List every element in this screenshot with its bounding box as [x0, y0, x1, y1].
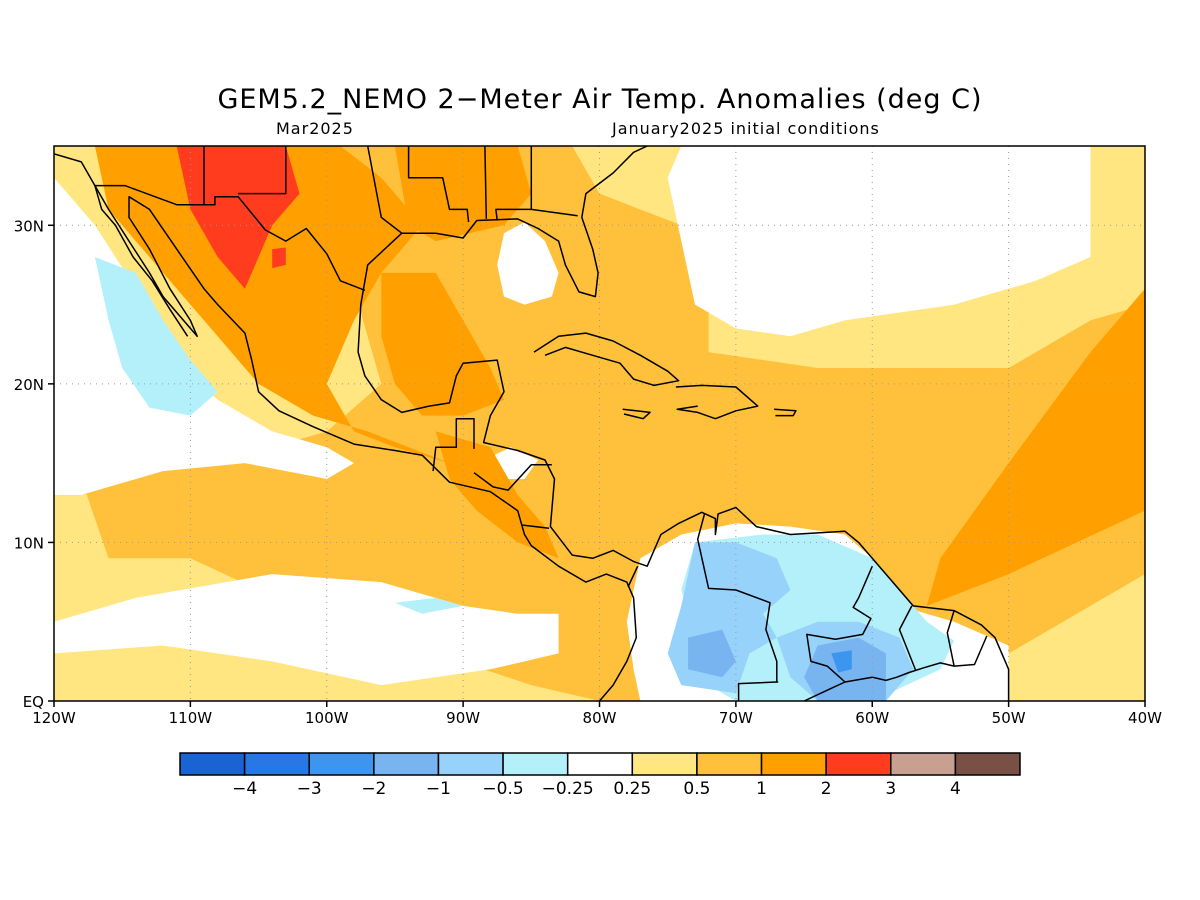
y-tick-label: 20N — [14, 376, 44, 394]
longitude-axis: 120W 110W 100W 90W 80W 70W 60W 50W 40W — [32, 701, 1162, 727]
grid-lines — [54, 146, 1145, 701]
region-mid-blue-colombia — [688, 629, 736, 678]
colorbar-swatch — [566, 752, 634, 776]
region-light-blue-pacific-spot — [394, 597, 464, 614]
anomaly-shading — [54, 146, 1145, 701]
colorbar-label: −0.25 — [542, 779, 594, 799]
colorbar-swatch — [373, 752, 440, 776]
region-light-blue-baja — [94, 257, 218, 416]
line-us-mexico-border — [94, 184, 366, 291]
line-hispaniola — [675, 384, 759, 420]
line-guatemala-border — [432, 417, 475, 472]
forecast-month: Mar2025 — [276, 119, 354, 138]
colorbar-label: 2 — [821, 779, 832, 799]
region-white-florida-gulf — [497, 222, 559, 305]
colorbar-swatch — [954, 752, 1021, 776]
colorbar-swatch — [760, 752, 827, 776]
colorbar: −4 −3 −2 −1 −0.5 −0.25 0.25 0.5 1 2 3 4 — [179, 752, 1021, 799]
initial-conditions-label: January2025 initial conditions — [612, 119, 880, 138]
colorbar-label: 0.5 — [683, 779, 710, 799]
latitude-axis: EQ 10N 20N 30N — [14, 217, 54, 711]
line-us-state-lines-3 — [407, 146, 470, 223]
colorbar-label: −3 — [297, 779, 322, 799]
line-suriname-guiana — [946, 610, 955, 667]
colorbar-label: 3 — [885, 779, 896, 799]
region-red-mexico-north — [176, 146, 300, 289]
line-jamaica — [622, 408, 651, 420]
colorbar-swatch — [696, 752, 763, 776]
colorbar-label: −2 — [361, 779, 386, 799]
line-guyana-brazil — [872, 635, 988, 682]
colorbar-swatch — [437, 752, 504, 776]
line-panama-colombia — [627, 565, 639, 588]
line-venezuela-guyana — [806, 565, 873, 683]
colorbar-swatch — [890, 752, 957, 776]
x-tick-label: 50W — [992, 709, 1026, 727]
colorbar-swatch — [825, 752, 892, 776]
x-tick-label: 40W — [1128, 709, 1162, 727]
line-guyana-suriname — [898, 605, 917, 672]
colorbar-label: −0.5 — [482, 779, 523, 799]
line-baja-tip — [94, 185, 189, 337]
y-tick-label: 30N — [14, 217, 44, 235]
map-title: GEM5.2_NEMO 2−Meter Air Temp. Anomalies … — [217, 84, 983, 115]
region-orange-light-gulf-caribbean — [81, 146, 1145, 701]
line-north-america-pacific — [54, 153, 638, 701]
colorbar-swatch — [631, 752, 698, 776]
colorbar-label: 0.25 — [613, 779, 651, 799]
colorbar-label: −4 — [232, 779, 257, 799]
region-dark-blue-brazil — [831, 650, 852, 673]
line-colombia-venezuela — [696, 513, 779, 683]
x-tick-label: 60W — [855, 709, 889, 727]
colorbar-label: −1 — [426, 779, 451, 799]
colorbar-swatch — [502, 752, 569, 776]
colorbar-swatch — [243, 752, 310, 776]
region-white-atlantic-north — [667, 146, 1091, 337]
region-red-spot — [272, 247, 286, 269]
line-cuba — [533, 332, 680, 387]
x-tick-label: 120W — [32, 709, 76, 727]
region-white-east-pacific — [54, 177, 354, 495]
line-colombia-brazil — [737, 681, 777, 701]
line-us-state-lines-2 — [238, 146, 287, 195]
x-tick-label: 110W — [169, 709, 213, 727]
colorbar-swatch — [308, 752, 375, 776]
region-orange-central-america — [435, 431, 559, 559]
y-tick-label: 10N — [14, 534, 44, 552]
y-tick-label: EQ — [23, 693, 44, 711]
line-brazil-interior — [803, 676, 873, 701]
line-us-state-lines-6 — [531, 208, 578, 217]
line-nicaragua-costa-rica — [521, 524, 550, 529]
line-puerto-rico — [774, 408, 797, 417]
x-tick-label: 100W — [305, 709, 349, 727]
line-gulf-caribbean-coast — [357, 146, 1010, 701]
line-us-gulf-florida — [401, 146, 648, 298]
line-honduras-border — [473, 463, 552, 491]
region-orange-north-brazil — [926, 288, 1145, 606]
line-us-state-lines-5 — [495, 146, 533, 221]
coastlines — [54, 146, 1010, 701]
x-tick-label: 80W — [583, 709, 617, 727]
colorbar-label: 1 — [756, 779, 767, 799]
colorbar-label: 4 — [950, 779, 961, 799]
line-us-state-lines-4 — [484, 146, 488, 219]
x-tick-label: 90W — [446, 709, 480, 727]
region-orange-yucatan — [381, 272, 504, 416]
x-tick-label: 70W — [719, 709, 753, 727]
colorbar-swatch — [179, 752, 246, 776]
